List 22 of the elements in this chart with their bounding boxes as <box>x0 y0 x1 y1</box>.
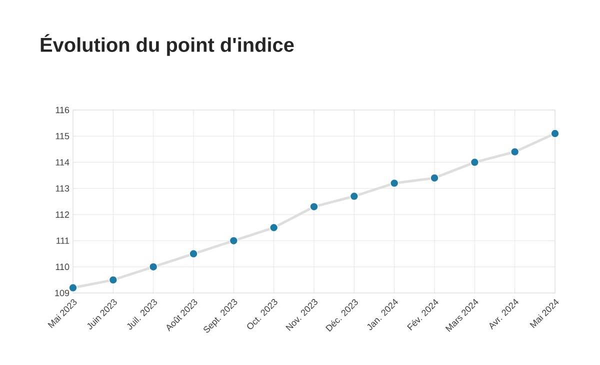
y-tick-label: 111 <box>56 238 70 244</box>
point <box>310 202 318 212</box>
y-tick-label: 109 <box>55 290 70 296</box>
point <box>350 192 359 201</box>
point <box>430 174 439 182</box>
point <box>510 147 520 156</box>
y-tick-label: 116 <box>56 106 70 114</box>
point <box>269 223 278 232</box>
y-tick-label: 115 <box>56 133 70 140</box>
point <box>68 283 78 292</box>
point <box>229 236 238 246</box>
y-tick-label: 113 <box>56 185 70 192</box>
y-tick-label: 110 <box>56 264 70 270</box>
y-tick-label: 112 <box>56 211 70 218</box>
point <box>108 276 118 284</box>
point <box>550 129 560 138</box>
chart-title: Évolution du point d'indice <box>40 34 294 56</box>
point <box>390 178 399 188</box>
point <box>189 249 198 258</box>
point <box>148 262 158 272</box>
y-tick-label: 114 <box>56 159 70 166</box>
point <box>470 158 480 167</box>
